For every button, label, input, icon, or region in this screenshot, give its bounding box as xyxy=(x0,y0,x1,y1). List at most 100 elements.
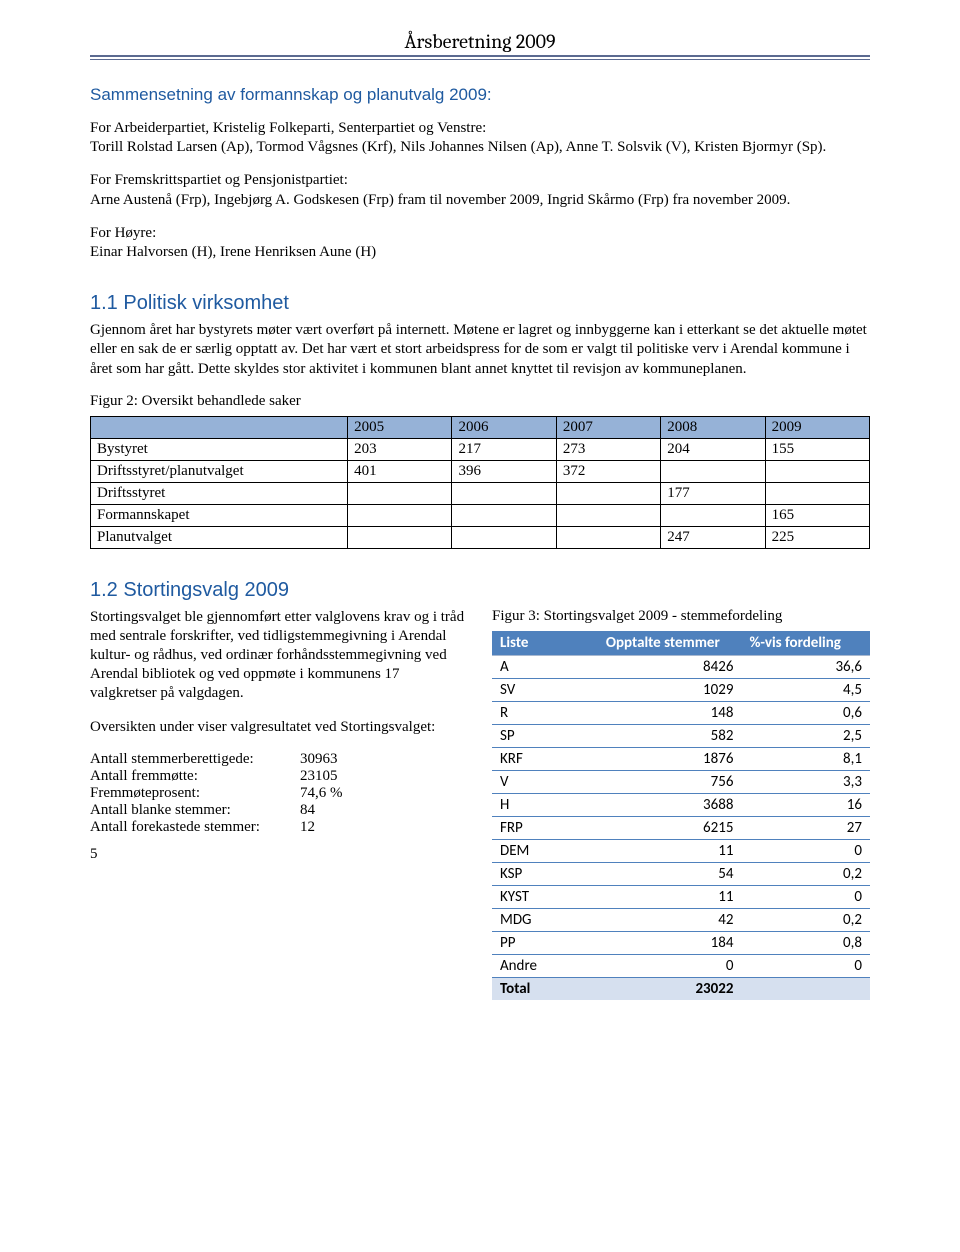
vote-cell-pct: 0 xyxy=(741,885,870,908)
vote-row: SP5822,5 xyxy=(492,724,870,747)
stats-label: Antall stemmerberettigede: xyxy=(90,751,300,768)
table-cell: Formannskapet xyxy=(91,504,348,526)
document-title: Årsberetning 2009 xyxy=(404,30,555,53)
cases-table: 2005 2006 2007 2008 2009 Bystyret2032172… xyxy=(90,416,870,549)
vote-cell-pct: 8,1 xyxy=(741,747,870,770)
table-cell xyxy=(348,482,452,504)
para1-intro: For Arbeiderpartiet, Kristelig Folkepart… xyxy=(90,120,486,136)
vote-row: V7563,3 xyxy=(492,770,870,793)
stats-block: Antall stemmerberettigede:30963Antall fr… xyxy=(90,751,468,836)
table-cell xyxy=(661,460,765,482)
composition-para-3: For Høyre: Einar Halvorsen (H), Irene He… xyxy=(90,224,870,262)
vote-cell-count: 3688 xyxy=(598,793,742,816)
page-number: 5 xyxy=(90,846,468,863)
vote-cell-list: PP xyxy=(492,931,598,954)
vote-row: R1480,6 xyxy=(492,701,870,724)
para3-body: Einar Halvorsen (H), Irene Henriksen Aun… xyxy=(90,244,376,260)
table-header-cell xyxy=(91,416,348,438)
vote-header-cell: %-vis fordeling xyxy=(741,631,870,656)
table-cell: 165 xyxy=(765,504,869,526)
stats-value: 84 xyxy=(300,802,468,819)
figure-2-caption: Figur 2: Oversikt behandlede saker xyxy=(90,393,870,410)
stats-row: Antall fremmøtte:23105 xyxy=(90,768,468,785)
table-cell: 217 xyxy=(452,438,556,460)
left-column: Stortingsvalget ble gjennomført etter va… xyxy=(90,608,468,1000)
table-cell xyxy=(556,504,660,526)
table-cell: 225 xyxy=(765,526,869,548)
stats-row: Antall forekastede stemmer:12 xyxy=(90,819,468,836)
vote-cell-count: 54 xyxy=(598,862,742,885)
table-cell xyxy=(452,526,556,548)
composition-heading: Sammensetning av formannskap og planutva… xyxy=(90,85,870,105)
vote-cell-list: V xyxy=(492,770,598,793)
vote-row: DEM110 xyxy=(492,839,870,862)
two-column-layout: Stortingsvalget ble gjennomført etter va… xyxy=(90,608,870,1000)
vote-row: PP1840,8 xyxy=(492,931,870,954)
vote-cell-pct: 0,2 xyxy=(741,908,870,931)
table-cell: 177 xyxy=(661,482,765,504)
stats-label: Fremmøteprosent: xyxy=(90,785,300,802)
vote-cell-count: 184 xyxy=(598,931,742,954)
vote-total-cell: Total xyxy=(492,977,598,1000)
vote-cell-count: 6215 xyxy=(598,816,742,839)
page-container: Årsberetning 2009 Sammensetning av forma… xyxy=(0,0,960,1040)
table-header-cell: 2005 xyxy=(348,416,452,438)
vote-cell-list: FRP xyxy=(492,816,598,839)
table-cell: 204 xyxy=(661,438,765,460)
vote-row: KYST110 xyxy=(492,885,870,908)
vote-cell-count: 1029 xyxy=(598,678,742,701)
section-1-2-body1: Stortingsvalget ble gjennomført etter va… xyxy=(90,608,468,704)
section-1-2-body2: Oversikten under viser valgresultatet ve… xyxy=(90,718,468,737)
vote-cell-list: Andre xyxy=(492,954,598,977)
vote-cell-pct: 0 xyxy=(741,954,870,977)
vote-cell-pct: 0,6 xyxy=(741,701,870,724)
section-1-1-body: Gjennom året har bystyrets møter vært ov… xyxy=(90,321,870,379)
table-cell: 396 xyxy=(452,460,556,482)
vote-cell-pct: 4,5 xyxy=(741,678,870,701)
table-cell xyxy=(452,482,556,504)
vote-cell-count: 11 xyxy=(598,885,742,908)
stats-value: 12 xyxy=(300,819,468,836)
vote-cell-count: 756 xyxy=(598,770,742,793)
section-1-2-heading: 1.2 Stortingsvalg 2009 xyxy=(90,579,870,602)
document-header: Årsberetning 2009 xyxy=(90,30,870,57)
table-row: Formannskapet 165 xyxy=(91,504,870,526)
vote-cell-list: SP xyxy=(492,724,598,747)
vote-total-cell xyxy=(741,977,870,1000)
table-cell: 273 xyxy=(556,438,660,460)
vote-total-cell: 23022 xyxy=(598,977,742,1000)
vote-cell-list: KRF xyxy=(492,747,598,770)
stats-row: Fremmøteprosent:74,6 % xyxy=(90,785,468,802)
vote-cell-list: KSP xyxy=(492,862,598,885)
vote-cell-pct: 3,3 xyxy=(741,770,870,793)
stats-value: 74,6 % xyxy=(300,785,468,802)
stats-label: Antall blanke stemmer: xyxy=(90,802,300,819)
table-header-cell: 2007 xyxy=(556,416,660,438)
vote-row: FRP621527 xyxy=(492,816,870,839)
table-cell: 247 xyxy=(661,526,765,548)
vote-row: KRF18768,1 xyxy=(492,747,870,770)
vote-cell-list: MDG xyxy=(492,908,598,931)
vote-cell-list: R xyxy=(492,701,598,724)
section-1-1-heading: 1.1 Politisk virksomhet xyxy=(90,292,870,315)
table-header-cell: 2009 xyxy=(765,416,869,438)
vote-cell-count: 1876 xyxy=(598,747,742,770)
table-cell xyxy=(765,482,869,504)
table-cell xyxy=(661,504,765,526)
stats-value: 23105 xyxy=(300,768,468,785)
table-row: Bystyret203217273204155 xyxy=(91,438,870,460)
vote-cell-list: SV xyxy=(492,678,598,701)
vote-cell-list: DEM xyxy=(492,839,598,862)
vote-row: Andre00 xyxy=(492,954,870,977)
table-cell: 203 xyxy=(348,438,452,460)
stats-row: Antall blanke stemmer:84 xyxy=(90,802,468,819)
table-cell xyxy=(556,526,660,548)
vote-row-total: Total23022 xyxy=(492,977,870,1000)
vote-cell-pct: 0,8 xyxy=(741,931,870,954)
vote-cell-count: 42 xyxy=(598,908,742,931)
vote-row: KSP540,2 xyxy=(492,862,870,885)
vote-row: A842636,6 xyxy=(492,655,870,678)
table-row: Planutvalget247225 xyxy=(91,526,870,548)
vote-row: MDG420,2 xyxy=(492,908,870,931)
figure-3-caption: Figur 3: Stortingsvalget 2009 - stemmefo… xyxy=(492,608,870,625)
